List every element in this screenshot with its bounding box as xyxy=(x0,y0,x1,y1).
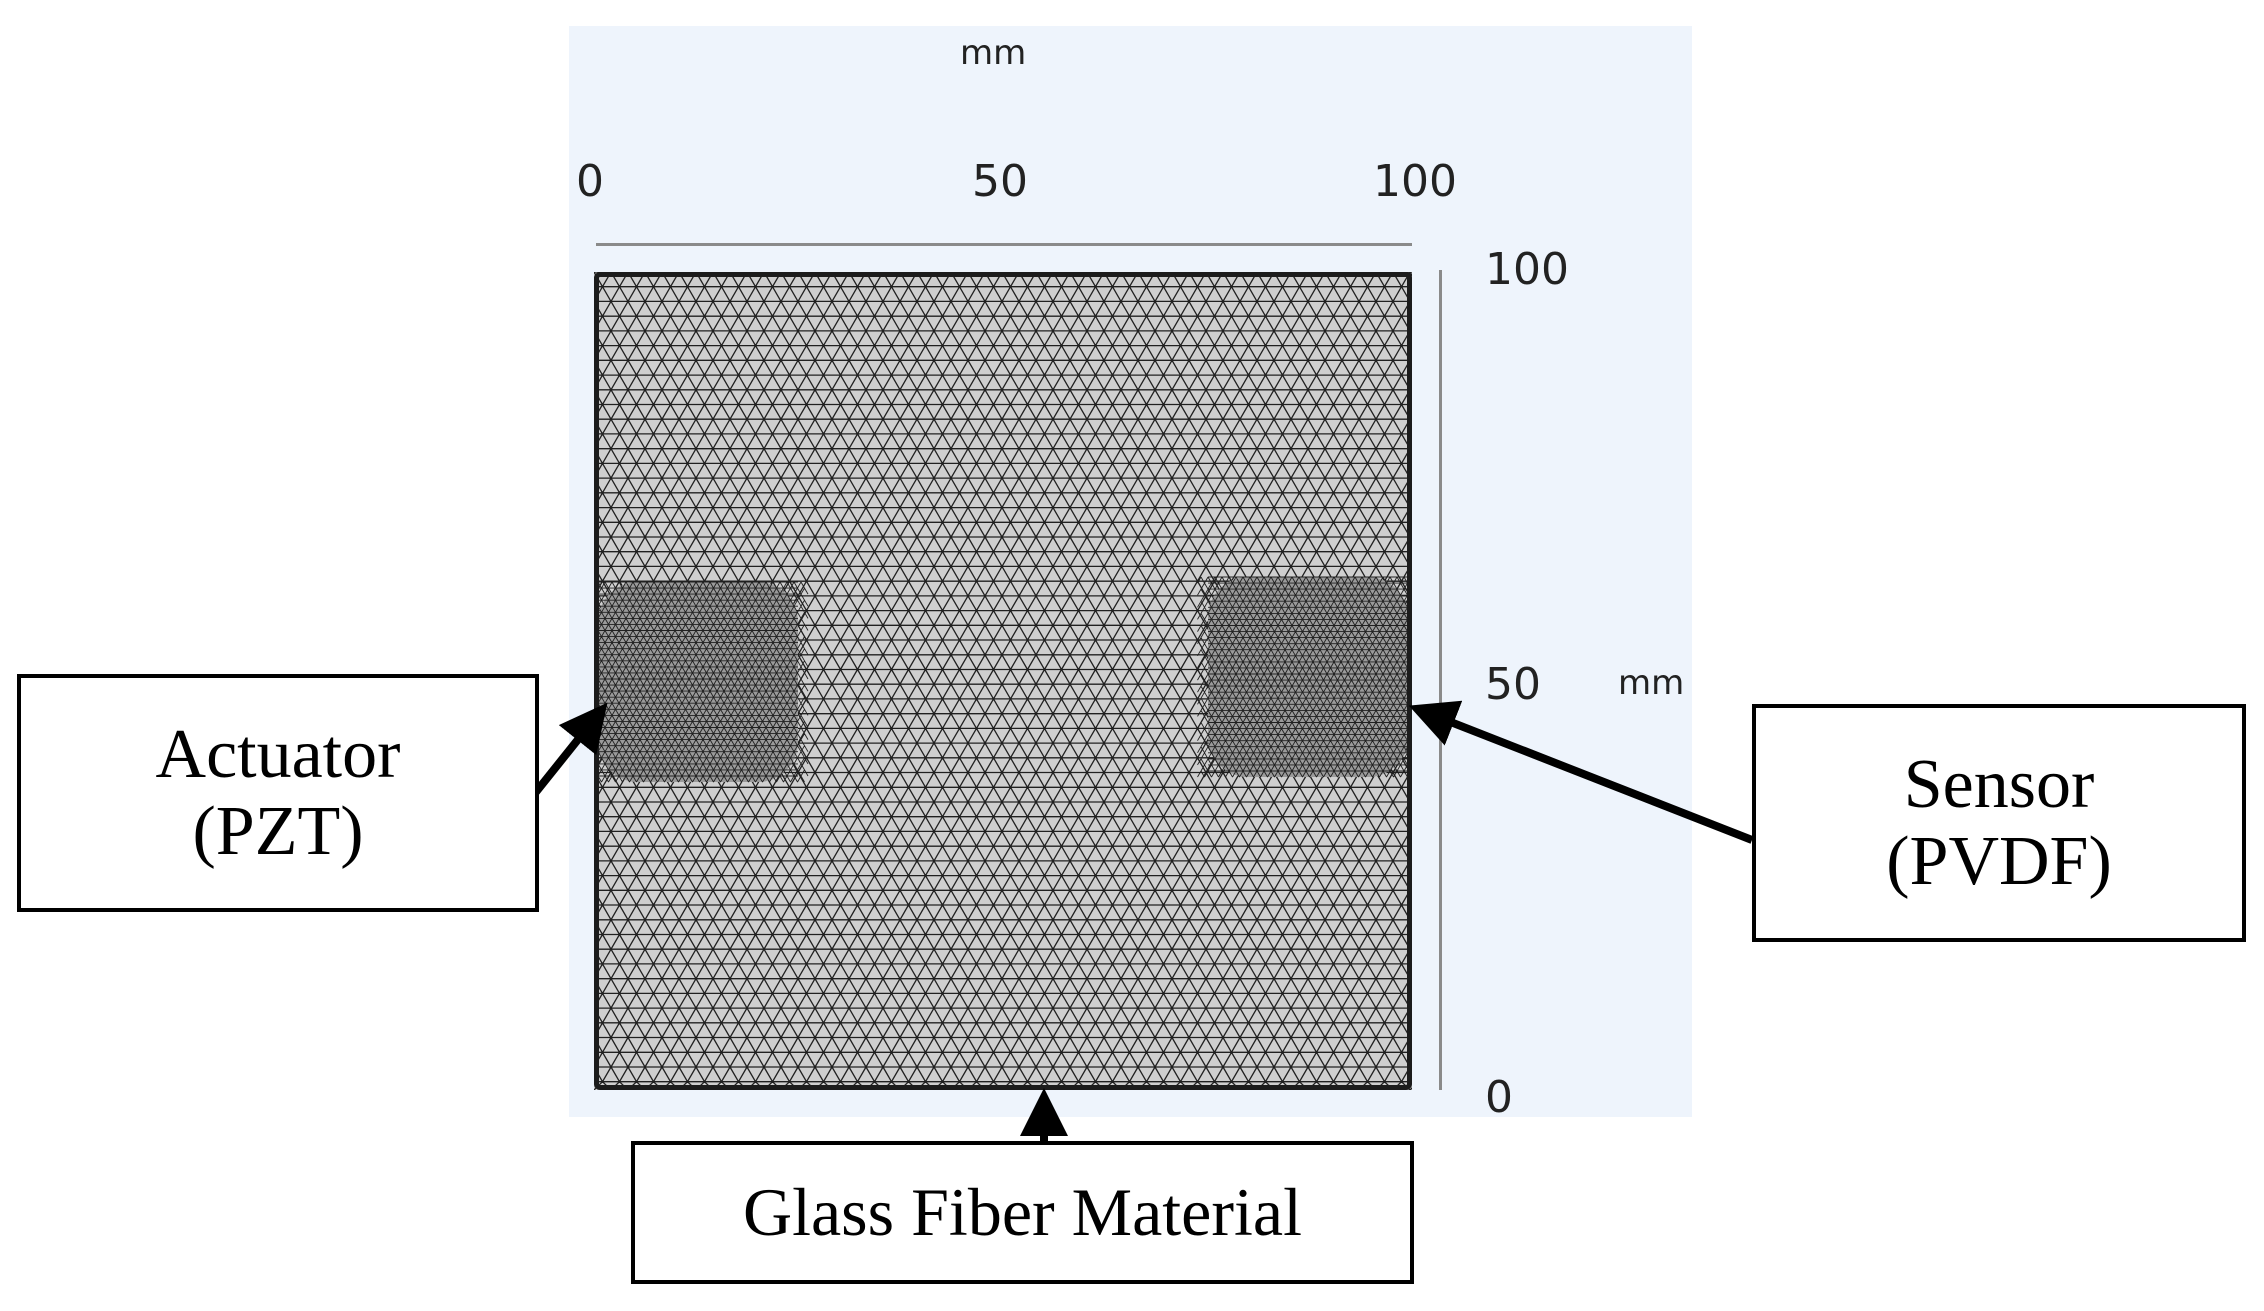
actuator-dense-mesh xyxy=(594,581,809,783)
actuator-arrow xyxy=(532,702,608,795)
y-tick-100: 100 xyxy=(1485,244,1569,295)
actuator-dense-mesh-lines xyxy=(594,581,809,783)
sensor-dense-mesh xyxy=(1197,576,1412,778)
material-label: Glass Fiber Material xyxy=(743,1174,1302,1251)
sensor-label-box: Sensor (PVDF) xyxy=(1752,704,2246,942)
material-label-box: Glass Fiber Material xyxy=(631,1141,1414,1284)
sensor-label-line1: Sensor xyxy=(1903,746,2095,823)
y-axis-unit: mm xyxy=(1618,663,1685,703)
x-axis-unit: mm xyxy=(960,33,1027,73)
x-tick-50: 50 xyxy=(972,156,1028,207)
sensor-dense-mesh-lines xyxy=(1197,576,1412,778)
actuator-label-box: Actuator (PZT) xyxy=(17,674,539,912)
x-tick-0: 0 xyxy=(576,156,604,207)
sensor-label-line2: (PVDF) xyxy=(1886,823,2112,900)
x-axis-line xyxy=(596,243,1412,246)
y-axis-line xyxy=(1439,270,1442,1090)
sensor-arrow xyxy=(1408,700,1754,844)
actuator-label-line1: Actuator xyxy=(155,716,401,793)
y-tick-50: 50 xyxy=(1485,659,1541,710)
actuator-label-line2: (PZT) xyxy=(192,793,364,870)
fem-mesh-plate xyxy=(594,272,1412,1090)
y-tick-0: 0 xyxy=(1485,1072,1513,1123)
x-tick-100: 100 xyxy=(1373,156,1457,207)
